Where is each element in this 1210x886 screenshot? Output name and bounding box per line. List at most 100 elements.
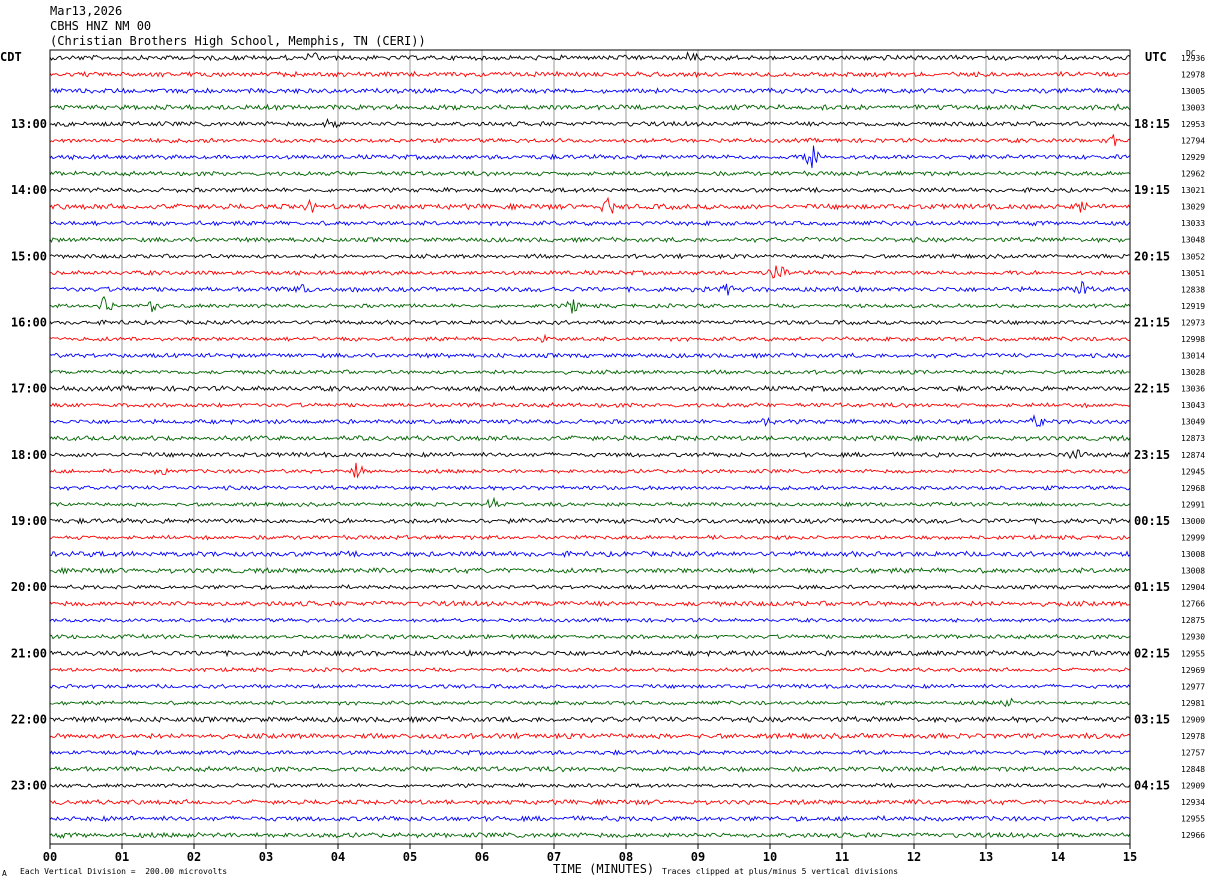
dc-offset-value: 12757 bbox=[1181, 749, 1205, 758]
dc-offset-value: 13021 bbox=[1181, 186, 1205, 195]
dc-offset-value: 13043 bbox=[1181, 401, 1205, 410]
dc-offset-value: 12966 bbox=[1181, 831, 1205, 840]
dc-offset-value: 12838 bbox=[1181, 285, 1205, 294]
seismic-trace-14 bbox=[50, 280, 1131, 296]
dc-offset-value: 13048 bbox=[1181, 236, 1205, 245]
seismic-trace-5 bbox=[49, 134, 1131, 147]
seismic-trace-12 bbox=[49, 252, 1131, 260]
x-tick-label: 13 bbox=[979, 850, 993, 864]
right-hour-label: 20:15 bbox=[1134, 249, 1170, 263]
dc-offset-value: 12999 bbox=[1181, 533, 1205, 542]
seismic-trace-19 bbox=[49, 368, 1131, 376]
plot-frame bbox=[49, 49, 1131, 845]
seismic-trace-3 bbox=[49, 103, 1131, 112]
x-tick-label: 10 bbox=[763, 850, 777, 864]
left-hour-label: 22:00 bbox=[11, 712, 47, 726]
dc-offset-value: 13033 bbox=[1181, 219, 1205, 228]
seismic-trace-30 bbox=[49, 550, 1131, 559]
left-hour-label: 20:00 bbox=[11, 580, 47, 594]
dc-offset-value: 12969 bbox=[1181, 666, 1205, 675]
dc-offset-value: 12936 bbox=[1181, 54, 1205, 63]
x-tick-label: 05 bbox=[403, 850, 417, 864]
dc-offset-value: 12991 bbox=[1181, 500, 1205, 509]
seismic-trace-36 bbox=[49, 649, 1131, 658]
dc-offset-value: 13014 bbox=[1181, 352, 1205, 361]
seismic-trace-15 bbox=[49, 295, 1131, 314]
x-tick-label: 12 bbox=[907, 850, 921, 864]
clip-note: Traces clipped at plus/minus 5 vertical … bbox=[662, 867, 899, 876]
dc-offset-value: 13008 bbox=[1181, 567, 1205, 576]
seismic-trace-45 bbox=[49, 798, 1131, 807]
seismic-trace-31 bbox=[49, 566, 1131, 575]
x-tick-label: 03 bbox=[259, 850, 273, 864]
dc-offset-value: 13029 bbox=[1181, 203, 1205, 212]
x-axis-label: TIME (MINUTES) bbox=[553, 862, 655, 876]
dc-offset-value: 12919 bbox=[1181, 302, 1205, 311]
header-station: CBHS HNZ NM 00 bbox=[50, 19, 152, 33]
dc-offset-value: 13036 bbox=[1181, 385, 1205, 394]
dc-offset-value: 13052 bbox=[1181, 252, 1205, 261]
dc-offset-value: 12794 bbox=[1181, 136, 1205, 145]
dc-offset-value: 12973 bbox=[1181, 318, 1205, 327]
seismic-trace-46 bbox=[49, 814, 1131, 823]
dc-offset-value: 12977 bbox=[1181, 682, 1205, 691]
right-hour-label: 04:15 bbox=[1134, 779, 1170, 793]
x-ticks bbox=[49, 844, 1131, 849]
seismic-trace-35 bbox=[49, 633, 1131, 640]
seismic-trace-6 bbox=[49, 145, 1131, 169]
dc-offset-value: 12930 bbox=[1181, 633, 1205, 642]
scale-note: Each Vertical Division = 200.00 microvol… bbox=[20, 867, 228, 876]
dc-offset-value: 12955 bbox=[1181, 649, 1205, 658]
seismic-trace-28 bbox=[50, 517, 1131, 525]
seismic-trace-41 bbox=[49, 731, 1131, 740]
dc-offset-value: 12978 bbox=[1181, 70, 1205, 79]
seismic-trace-21 bbox=[49, 401, 1131, 409]
dc-offset-value: 12934 bbox=[1181, 798, 1205, 807]
seismic-trace-1 bbox=[49, 70, 1131, 79]
dc-offset-value: 12945 bbox=[1181, 467, 1205, 476]
dc-offset-value: 12978 bbox=[1181, 732, 1205, 741]
x-tick-label: 08 bbox=[619, 850, 633, 864]
header-location: (Christian Brothers High School, Memphis… bbox=[50, 34, 426, 48]
seismic-trace-13 bbox=[49, 265, 1131, 279]
seismic-trace-40 bbox=[49, 715, 1131, 724]
left-hour-label: 19:00 bbox=[11, 514, 47, 528]
header-date: Mar13,2026 bbox=[50, 4, 123, 18]
seismic-trace-8 bbox=[49, 186, 1131, 194]
x-tick-label: 00 bbox=[43, 850, 57, 864]
seismic-trace-33 bbox=[49, 599, 1131, 608]
corner-mark: A bbox=[2, 869, 7, 878]
x-tick-label: 02 bbox=[187, 850, 201, 864]
seismic-trace-23 bbox=[49, 434, 1131, 443]
right-hour-label: 19:15 bbox=[1134, 183, 1170, 197]
left-timezone-label: CDT bbox=[0, 50, 22, 64]
dc-offset-value: 12998 bbox=[1181, 335, 1205, 344]
seismic-trace-7 bbox=[49, 170, 1131, 177]
left-hour-label: 21:00 bbox=[11, 646, 47, 660]
dc-offset-value: 12955 bbox=[1181, 815, 1205, 824]
x-tick-label: 14 bbox=[1051, 850, 1065, 864]
dc-offset-value: 12968 bbox=[1181, 484, 1205, 493]
dc-offset-value: 12904 bbox=[1181, 583, 1205, 592]
dc-offset-value: 12981 bbox=[1181, 699, 1205, 708]
seismic-trace-22 bbox=[49, 413, 1131, 428]
left-hour-label: 18:00 bbox=[11, 448, 47, 462]
seismic-trace-9 bbox=[49, 196, 1131, 214]
seismic-trace-4 bbox=[49, 117, 1131, 129]
dc-offset-value: 12909 bbox=[1181, 715, 1205, 724]
seismic-trace-37 bbox=[49, 666, 1131, 673]
x-tick-label: 04 bbox=[331, 850, 345, 864]
x-tick-label: 15 bbox=[1123, 850, 1137, 864]
seismic-trace-24 bbox=[49, 449, 1131, 460]
grid-lines bbox=[121, 50, 1059, 844]
seismic-trace-0 bbox=[49, 51, 1131, 62]
x-tick-label: 07 bbox=[547, 850, 561, 864]
dc-offset-value: 12766 bbox=[1181, 600, 1205, 609]
right-hour-label: 21:15 bbox=[1134, 315, 1170, 329]
dc-offset-value: 12873 bbox=[1181, 434, 1205, 443]
left-hour-label: 14:00 bbox=[11, 183, 47, 197]
dc-offset-value: 13008 bbox=[1181, 550, 1205, 559]
seismic-trace-32 bbox=[49, 583, 1131, 591]
x-tick-label: 11 bbox=[835, 850, 849, 864]
